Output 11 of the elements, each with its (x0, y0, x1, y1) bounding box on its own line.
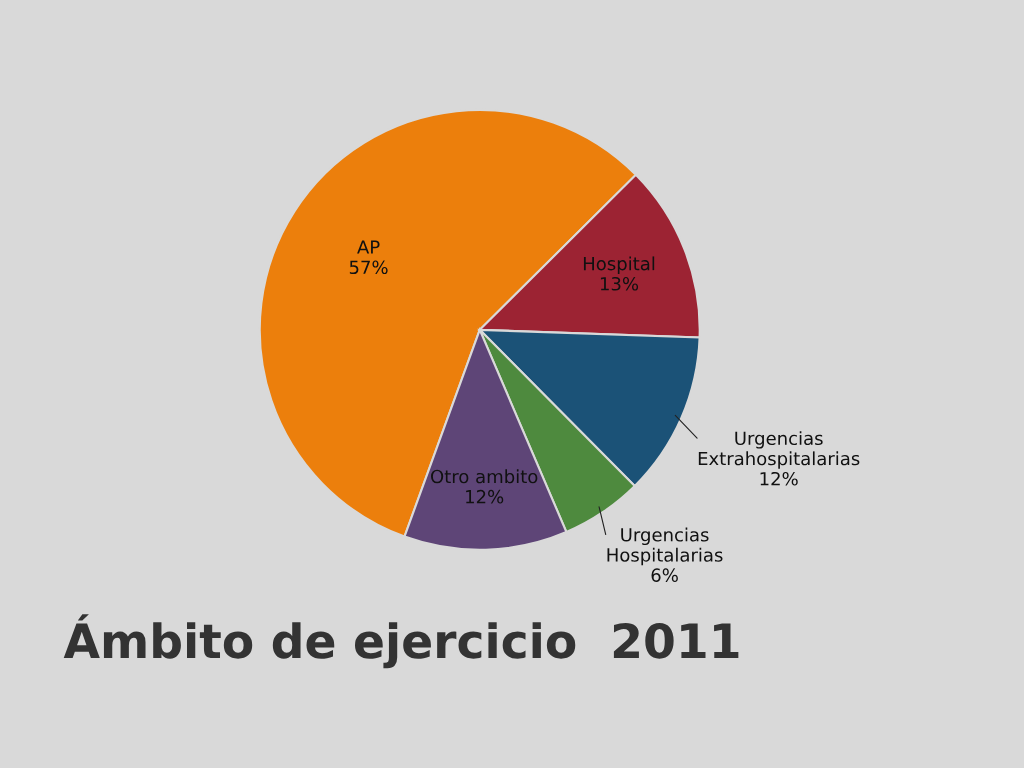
data-label: 12% (466, 489, 504, 504)
slice-label: Urgencias Hospitalarias (607, 527, 723, 566)
data-label: 6% (651, 568, 678, 582)
data-label: 57% (349, 260, 388, 275)
slice-label: Urgencias Extrahospitalarias (698, 431, 860, 469)
data-label: 12% (760, 471, 798, 486)
slice-label: Hospital (583, 256, 655, 274)
text: Ámbito de ejercicio 2011 (63, 614, 739, 669)
data-label: 13% (600, 276, 639, 291)
slice-label: Otro ambito (431, 469, 538, 484)
slice-label: AP (357, 240, 380, 254)
